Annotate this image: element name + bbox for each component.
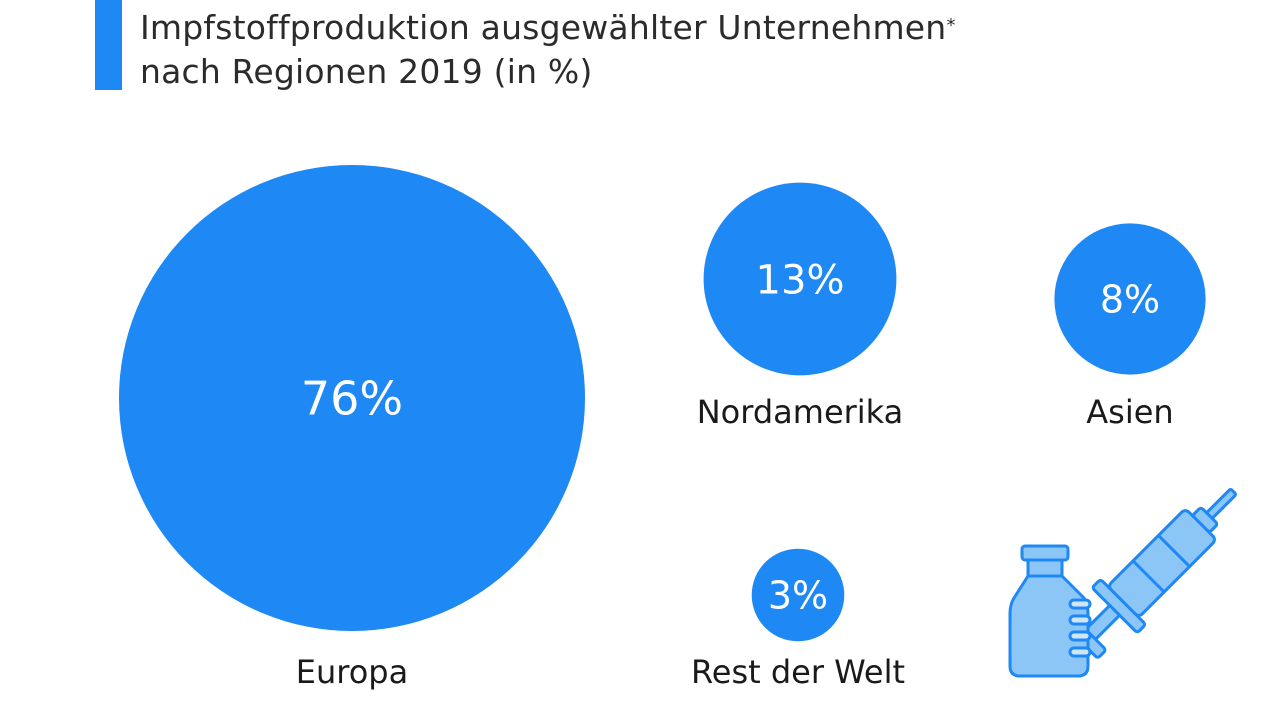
bubble-label-europa: Europa xyxy=(296,653,408,691)
vaccine-vial-syringe-icon xyxy=(1008,488,1237,678)
syringe-icon xyxy=(1066,488,1237,659)
bubble-group-asien: 8% Asien xyxy=(1054,223,1206,431)
bubble-group-europa: 76% Europa xyxy=(119,165,585,691)
bubble-value-europa: 76% xyxy=(301,372,403,426)
bubble-group-nordamerika: 13% Nordamerika xyxy=(697,182,904,431)
bubble-group-rest-der-welt: 3% Rest der Welt xyxy=(691,548,905,691)
chart-title: Impfstoffproduktion ausgewählter Unterne… xyxy=(140,6,956,94)
title-footnote-marker: * xyxy=(946,15,956,36)
bubble-label-rest-der-welt: Rest der Welt xyxy=(691,653,905,691)
bubble-nordamerika xyxy=(703,182,897,376)
bubble-rest-der-welt xyxy=(751,548,845,642)
title-line-1-text: Impfstoffproduktion ausgewählter Unterne… xyxy=(140,8,947,47)
bubble-asien xyxy=(1054,223,1206,375)
bubble-value-asien: 8% xyxy=(1100,278,1160,322)
title-accent-bar xyxy=(95,0,122,90)
bubble-label-asien: Asien xyxy=(1086,393,1173,431)
title-line-1: Impfstoffproduktion ausgewählter Unterne… xyxy=(140,6,956,50)
bubble-value-rest-der-welt: 3% xyxy=(768,574,828,618)
bubble-value-nordamerika: 13% xyxy=(756,258,845,304)
bubble-europa xyxy=(119,165,585,631)
vial-icon xyxy=(1008,544,1092,678)
bubble-label-nordamerika: Nordamerika xyxy=(697,393,904,431)
title-line-2: nach Regionen 2019 (in %) xyxy=(140,52,593,91)
